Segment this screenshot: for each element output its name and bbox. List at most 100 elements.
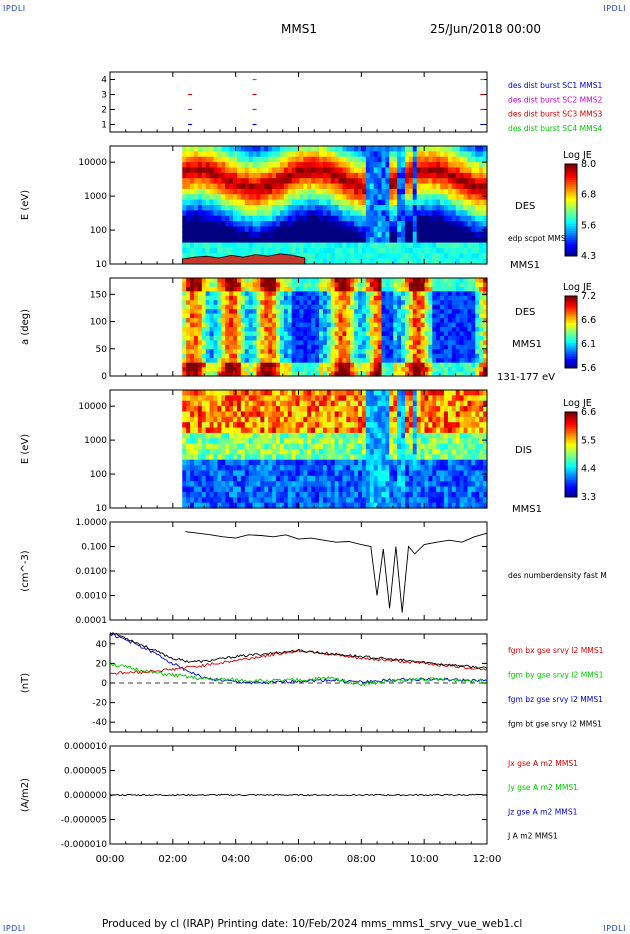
- des-energy-pixel: [436, 156, 441, 163]
- des-energy-pixel: [416, 210, 422, 217]
- dis-energy-pixel: [322, 427, 328, 434]
- dis-energy-pixel: [190, 432, 195, 439]
- des-energy-pixel: [197, 231, 203, 238]
- dis-energy-pixel: [412, 400, 418, 407]
- des-pitch-pixel: [252, 322, 258, 328]
- dis-energy-pixel: [307, 438, 312, 445]
- des-energy-pixel: [346, 247, 351, 254]
- des-pitch-pixel: [307, 349, 312, 355]
- des-pitch-pixel: [221, 295, 226, 301]
- des-pitch-pixel: [416, 318, 422, 324]
- des-energy-pixel: [307, 247, 312, 254]
- dis-energy-pixel: [287, 400, 293, 407]
- dis-energy-pixel: [393, 481, 398, 488]
- dis-energy-pixel: [193, 481, 199, 488]
- dis-energy-pixel: [236, 438, 242, 445]
- des-energy-pixel: [381, 194, 387, 201]
- dis-energy-pixel: [283, 443, 289, 450]
- des-pitch-pixel: [451, 371, 457, 377]
- des-energy-pixel: [365, 215, 371, 222]
- des-energy-pixel: [381, 199, 387, 206]
- des-pitch-pixel: [229, 327, 234, 333]
- dis-energy-pixel: [365, 406, 371, 413]
- des-pitch-pixel: [346, 282, 351, 288]
- des-pitch-pixel: [264, 318, 269, 324]
- des-pitch-pixel: [209, 344, 215, 350]
- des-pitch-pixel: [201, 318, 207, 324]
- des-energy-pixel: [397, 237, 402, 244]
- dis-energy-pixel: [393, 497, 398, 504]
- des-pitch-colorbar-cell: [565, 335, 577, 338]
- des-pitch-pixel: [260, 295, 265, 301]
- dis-energy-pixel: [361, 411, 367, 418]
- des-energy-pixel: [397, 199, 402, 206]
- des-energy-pixel: [299, 178, 304, 185]
- des-energy-pixel: [397, 226, 402, 233]
- des-pitch-pixel: [385, 313, 390, 319]
- dis-energy-pixel: [272, 491, 277, 498]
- des-energy-pixel: [475, 210, 480, 217]
- dis-energy-pixel: [213, 422, 219, 429]
- dis-energy-pixel: [330, 486, 336, 493]
- des-pitch-pixel: [444, 358, 449, 364]
- des-energy-pixel: [385, 167, 390, 174]
- dis-energy-pixel: [299, 454, 304, 461]
- des-pitch-pixel: [471, 313, 476, 319]
- des-pitch-pixel: [463, 278, 469, 284]
- des-energy-pixel: [193, 247, 199, 254]
- des-energy-pixel: [346, 258, 351, 265]
- dis-energy-pixel: [221, 475, 226, 482]
- dis-energy-pixel: [283, 400, 289, 407]
- des-pitch-pixel: [193, 371, 199, 377]
- des-pitch-pixel: [225, 291, 230, 297]
- des-pitch-pixel: [389, 327, 394, 333]
- dis-energy-pixel: [260, 475, 265, 482]
- dis-energy-pixel: [197, 400, 203, 407]
- des-energy-pixel: [361, 231, 367, 238]
- des-pitch-pixel: [346, 295, 351, 301]
- des-pitch-pixel: [209, 367, 215, 373]
- dis-energy-pixel: [307, 432, 312, 439]
- des-pitch-pixel: [365, 295, 371, 301]
- des-energy-pixel: [475, 253, 480, 260]
- des-pitch-pixel: [393, 358, 398, 364]
- des-pitch-pixel: [221, 278, 226, 284]
- des-pitch-pixel: [444, 291, 449, 297]
- des-pitch-pixel: [283, 362, 289, 368]
- des-pitch-pixel: [346, 358, 351, 364]
- des-energy-pixel: [197, 156, 203, 163]
- des-pitch-pixel: [319, 313, 324, 319]
- des-energy-pixel: [205, 167, 211, 174]
- des-pitch-pixel: [369, 349, 375, 355]
- des-energy-pixel: [276, 183, 281, 190]
- dis-energy-pixel: [361, 470, 367, 477]
- des-pitch-pixel: [377, 282, 383, 288]
- des-energy-pixel: [330, 146, 336, 152]
- des-pitch-pixel: [373, 335, 379, 341]
- des-pitch-pixel: [276, 304, 281, 310]
- dis-energy-pixel: [268, 443, 273, 450]
- des-energy-pixel: [221, 162, 226, 169]
- des-pitch-pixel: [444, 340, 449, 346]
- des-energy-pixel: [393, 156, 398, 163]
- des-energy-pixel: [225, 146, 230, 152]
- des-pitch-pixel: [408, 331, 414, 337]
- des-pitch-pixel: [479, 353, 484, 359]
- des-pitch-pixel: [358, 300, 363, 306]
- dis-energy-pixel: [311, 454, 316, 461]
- des-energy-pixel: [291, 215, 297, 222]
- des-pitch-pixel: [483, 362, 488, 368]
- des-energy-pixel: [444, 151, 449, 158]
- dis-energy-pixel: [291, 454, 297, 461]
- des-pitch-pixel: [252, 327, 258, 333]
- dis-energy-pixel: [252, 491, 258, 498]
- des-energy-pixel: [260, 156, 265, 163]
- des-energy-pixel: [319, 215, 324, 222]
- des-pitch-colorbar-cell: [565, 348, 577, 351]
- des-pitch-colorbar-cell: [565, 344, 577, 347]
- des-energy-pixel: [455, 258, 461, 265]
- des-energy-pixel: [455, 162, 461, 169]
- dis-energy-pixel: [197, 411, 203, 418]
- des-energy-pixel: [463, 151, 469, 158]
- des-energy-pixel: [369, 167, 375, 174]
